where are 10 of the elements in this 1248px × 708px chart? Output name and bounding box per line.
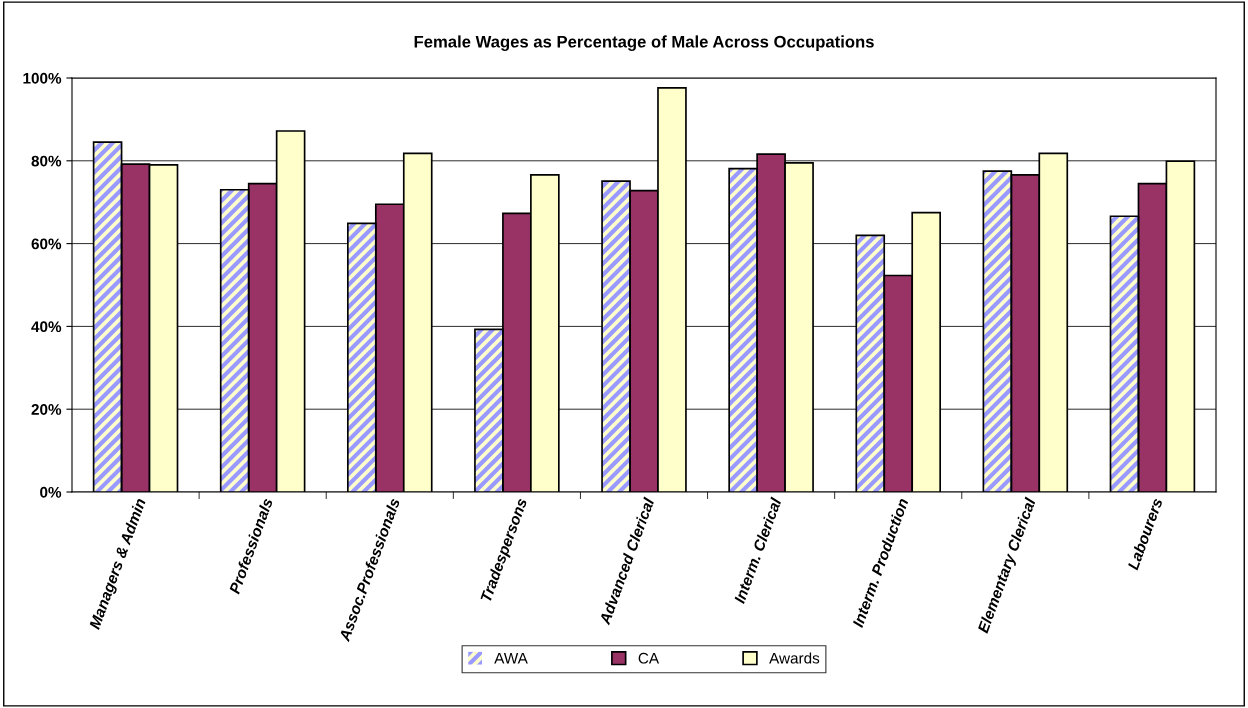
- y-tick-label: 100%: [23, 72, 62, 84]
- legend-label: AWA: [494, 652, 528, 664]
- legend-label: Awards: [769, 652, 820, 664]
- y-tick-label: 60%: [31, 238, 62, 250]
- y-tick-label: 0%: [40, 486, 62, 498]
- y-tick-label: 40%: [31, 321, 62, 333]
- y-tick-label: 80%: [31, 155, 62, 167]
- y-tick-label: 20%: [31, 404, 62, 415]
- chart-title: Female Wages as Percentage of Male Across Occupations: [414, 35, 874, 51]
- legend-label: CA: [638, 652, 660, 664]
